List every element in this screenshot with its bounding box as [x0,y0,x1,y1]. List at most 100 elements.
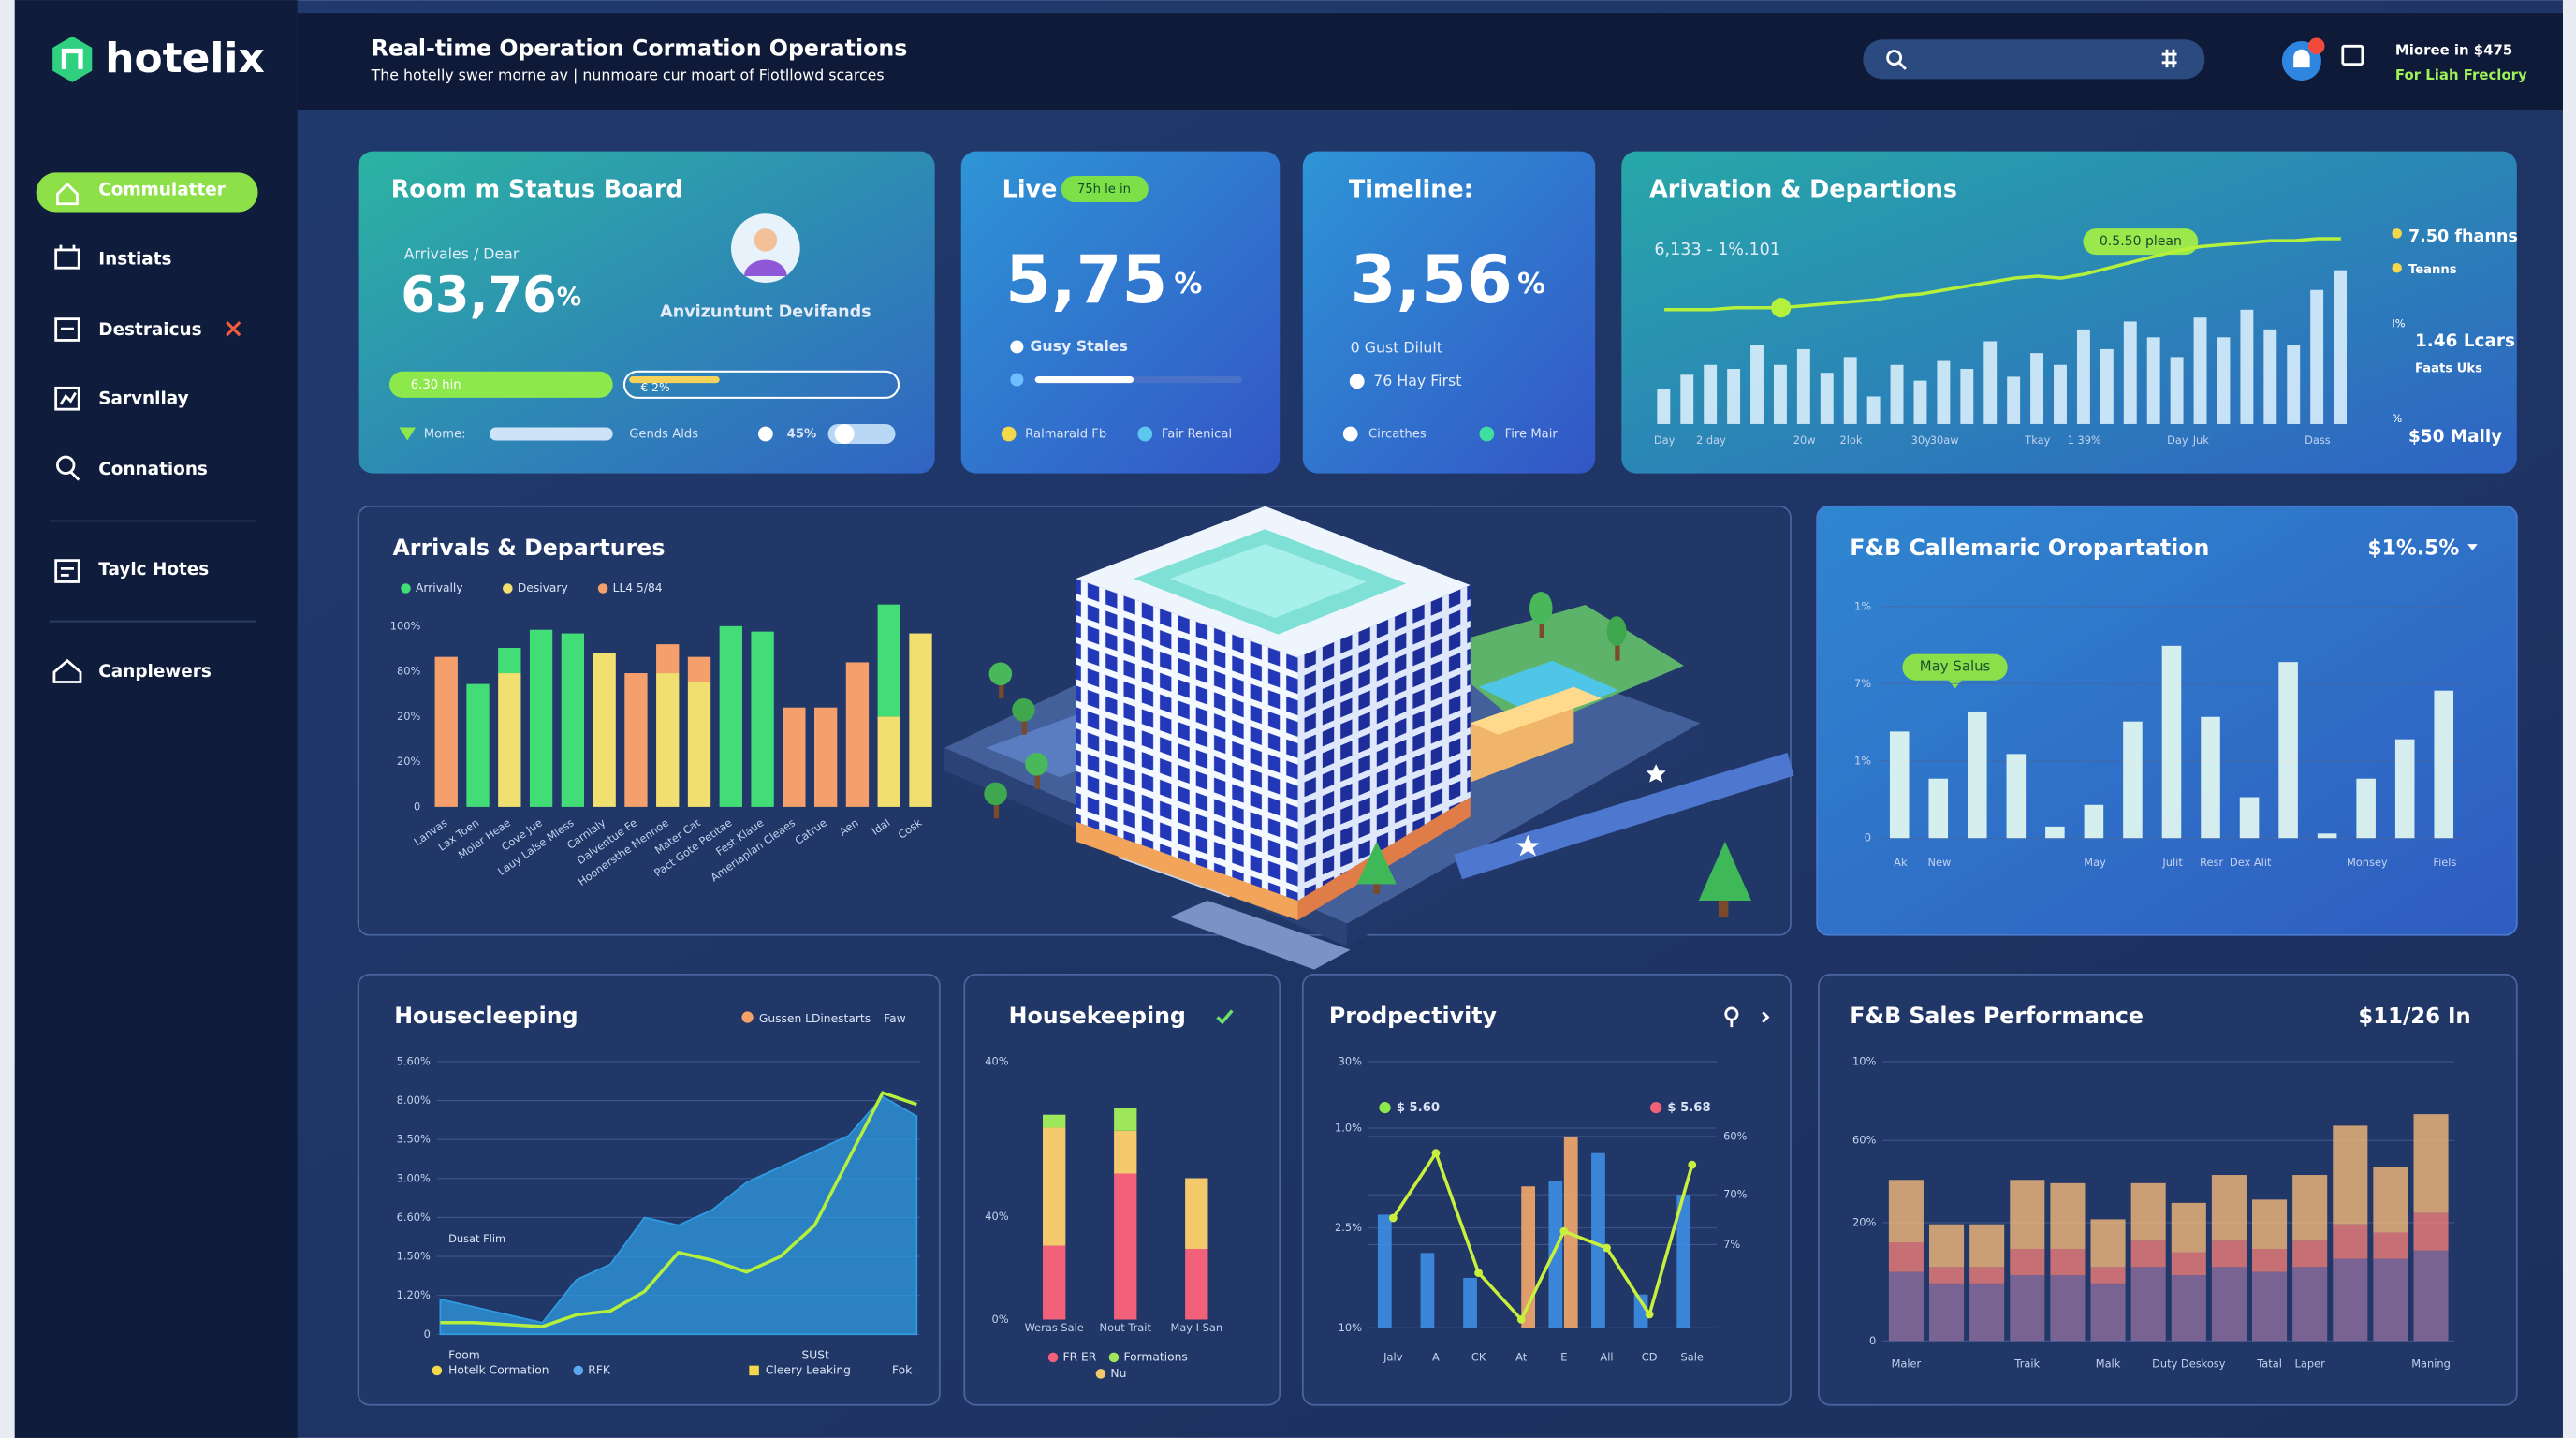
legend-dot [1108,1352,1120,1363]
bar [2413,1250,2449,1342]
progress-bar [622,370,900,399]
icon[interactable] [1730,1011,1770,1028]
card-line: 0 Gust Dilult [1351,339,1442,357]
bar [1968,711,1987,839]
pin-icon[interactable] [1724,1006,1739,1021]
chart-title: Arivation & Departions [1649,175,1957,203]
bar [2211,1240,2247,1268]
legend-dot [1342,426,1358,442]
annotation: Dusat Flim [448,1232,505,1245]
bar [2333,1258,2368,1342]
legend-label: Formations [1123,1350,1187,1363]
bar [2084,804,2104,839]
bar [2076,329,2090,424]
nav-item[interactable]: Connations [98,460,208,479]
y-tick-label: 20% [397,755,420,768]
legend-dot [432,1365,443,1376]
brand[interactable]: hotelix [52,35,265,82]
message-icon[interactable] [2341,44,2364,66]
legend-label: LL4 5/84 [613,581,663,594]
annotation: $ 5.68 [1667,1101,1710,1115]
search-box[interactable] [1863,39,2205,80]
x-tick-label: At [1515,1350,1528,1363]
x-tick-label: Dex Alit [2230,856,2272,869]
bar [687,682,711,807]
annotation [1902,653,2008,681]
bar [1820,373,1834,424]
nav-item[interactable]: Sarvnllay [98,389,188,409]
nav-item[interactable]: Destraicus [98,320,201,340]
x-tick-label: New [1927,856,1951,869]
x-tick-label: Fiels [2433,856,2456,869]
nav-item[interactable]: Instiats [98,249,171,269]
bar [2252,1271,2288,1342]
annotation-text: 0.5.50 plean [2100,234,2182,249]
bar [1043,1127,1066,1246]
bar [2287,345,2301,424]
filter-icon[interactable] [2161,49,2177,68]
x-tick-label: CD [1642,1350,1658,1363]
annotation [2083,228,2199,256]
line-point [1516,1314,1526,1324]
bar [1114,1130,1137,1174]
bar [1937,360,1951,424]
line-point [1559,1226,1569,1236]
legend-icon [399,427,417,441]
x-tick-label: Maler [1892,1357,1922,1370]
user-role: For Liah Freclory [2395,66,2527,83]
legend-dot [1047,1352,1059,1363]
bar [1969,1224,2005,1268]
user-name[interactable]: Mioree in $475 [2395,42,2512,59]
card [1302,151,1596,474]
bar [2171,1275,2206,1342]
dropdown-icon[interactable] [2467,544,2478,551]
note: $50 Mally [2408,427,2502,447]
x-tick-label: Sale [1681,1350,1704,1363]
bar [877,716,900,807]
bar [2010,1275,2045,1342]
bar [2123,321,2137,424]
legend-label: Gends Alds [629,427,698,441]
bar [1866,396,1881,424]
nav-item[interactable]: Commulatter [98,181,226,200]
bell-icon [2293,49,2310,68]
y-tick-label: 8.00% [397,1093,431,1107]
bar [529,629,553,807]
nav-close[interactable] [226,321,242,337]
chart-title: F&B Callemaric Oropartation [1850,535,2209,561]
legend-label: Fire Mair [1505,427,1559,441]
bar [2278,662,2298,839]
bar [1750,345,1764,424]
nav-icons [52,182,82,683]
legend-dot [1095,1369,1106,1379]
nav-item[interactable]: Canplewers [98,662,212,682]
panel [1301,974,1792,1406]
card-value: 3,56% [1351,242,1545,318]
nav-item[interactable]: Taylc Hotes [98,560,209,580]
bar [2317,833,2337,839]
bar [2100,348,2114,424]
bar [1727,368,1741,424]
chart-title: Housecleeping [394,1003,578,1029]
x-tick-label: 30aw [1930,433,1959,447]
nav-active[interactable] [36,172,258,213]
line-point [1645,1310,1654,1319]
x-tick-label: 2 day [1696,433,1726,447]
legend-dot [1479,426,1495,442]
bar [2434,690,2454,839]
bar [2239,797,2260,839]
bar [1521,1186,1536,1328]
track [490,427,613,441]
bar [2240,309,2254,424]
highlight-point [1771,298,1792,318]
y-tick-label: 3.50% [397,1133,431,1146]
bar [1888,1180,1924,1242]
y-tick-label: 60% [1852,1134,1876,1147]
bar [687,656,711,682]
chart-title: Arrivals & Departures [392,535,665,561]
track-fill [1034,376,1134,384]
bar [2170,357,2184,424]
bar [1843,357,1857,424]
x-tick-label: Day [2167,433,2188,447]
